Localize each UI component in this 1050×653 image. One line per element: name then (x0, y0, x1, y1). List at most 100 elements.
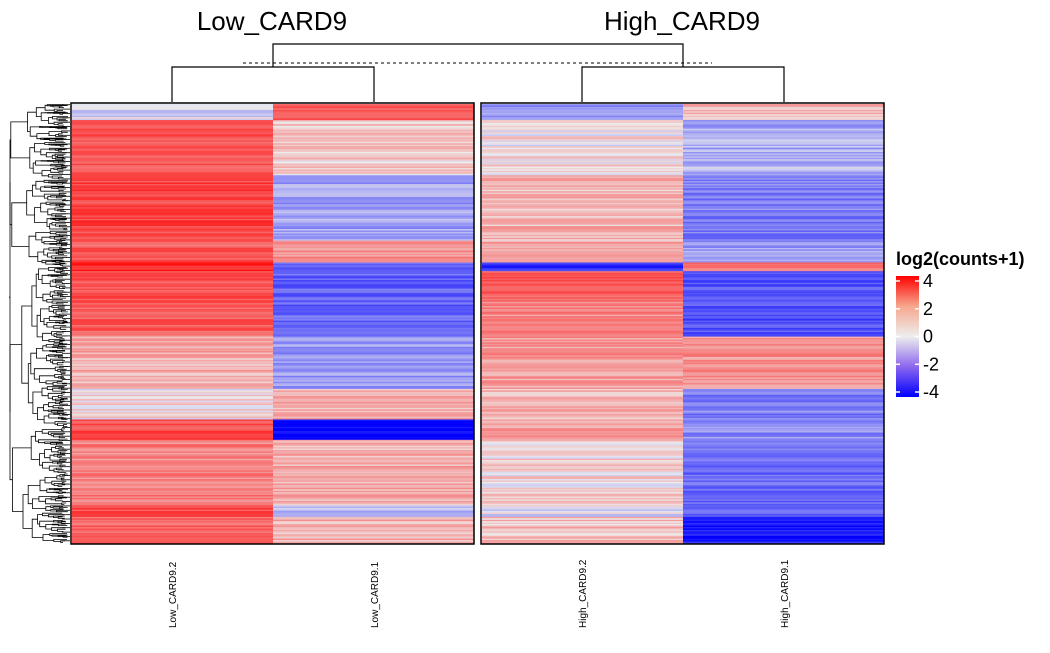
row-dendrogram-branch (60, 459, 67, 461)
row-dendrogram-branch (59, 106, 64, 107)
row-dendrogram-branch (54, 316, 64, 317)
column-label: Low_CARD9.1 (370, 561, 381, 628)
row-dendrogram-branch (64, 228, 68, 229)
row-dendrogram-branch (33, 163, 42, 173)
row-dendrogram-branch (40, 480, 47, 491)
row-dendrogram-branch (58, 411, 67, 413)
row-dendrogram-branch (55, 281, 63, 283)
row-dendrogram-branch (62, 503, 66, 505)
row-dendrogram-branch (34, 369, 55, 379)
row-dendrogram-branch (45, 477, 57, 483)
row-dendrogram-branch (43, 462, 53, 468)
column-label: Low_CARD9.2 (168, 561, 179, 628)
row-dendrogram-branch (56, 499, 63, 501)
row-dendrogram-branch (41, 113, 48, 121)
row-dendrogram-branch (60, 241, 68, 242)
row-dendrogram-branch (64, 425, 68, 427)
row-dendrogram-branch (57, 363, 63, 365)
row-dendrogram-branch (28, 485, 40, 503)
row-dendrogram-branch (61, 210, 66, 212)
row-dendrogram-branch (58, 124, 64, 126)
row-dendrogram-branch (58, 307, 64, 308)
column-label: High_CARD9.2 (578, 559, 589, 628)
row-dendrogram-branch (59, 119, 68, 120)
heatmap-cells (72, 104, 884, 544)
column-dendrogram-root (273, 44, 683, 67)
row-dendrogram-branch (59, 172, 64, 173)
row-dendrogram-branch (44, 416, 55, 423)
row-dendrogram-branch (58, 485, 65, 486)
legend-tick-label: -2 (923, 354, 939, 374)
row-dendrogram-branch (58, 529, 66, 531)
row-dendrogram-branch (27, 191, 35, 215)
row-dendrogram-branch (52, 524, 65, 525)
row-dendrogram-branch (54, 489, 68, 490)
row-dendrogram-branch (28, 112, 37, 131)
row-dendrogram-branch (59, 193, 66, 195)
row-dendrogram-branch (52, 347, 66, 348)
row-dendrogram-branch (61, 272, 68, 273)
row-dendrogram-branch (47, 322, 56, 327)
row-dendrogram-branch (30, 127, 39, 136)
row-dendrogram-branch (48, 403, 55, 407)
legend-tick-label: 4 (923, 271, 933, 291)
row-dendrogram-branch (36, 233, 50, 240)
legend-title: log2(counts+1) (896, 249, 1025, 269)
row-dendrogram-branch (58, 250, 67, 251)
row-dendrogram-branch (36, 108, 45, 117)
row-dendrogram-branch (40, 521, 54, 527)
row-dendrogram-branch (57, 476, 62, 479)
row-dendrogram (9, 105, 70, 543)
column-label: High_CARD9.1 (780, 559, 791, 628)
row-dendrogram-branch (60, 342, 64, 343)
row-dendrogram-branch (57, 268, 68, 269)
row-dendrogram-branch (36, 181, 44, 189)
row-dendrogram-branch (51, 276, 67, 277)
row-dendrogram-branch (44, 249, 49, 255)
row-dendrogram-branch (60, 507, 68, 508)
row-dendrogram-branch (52, 351, 64, 352)
row-dendrogram-branch (57, 111, 66, 113)
row-dendrogram-branch (57, 302, 68, 304)
row-dendrogram-branch (61, 310, 67, 312)
row-dendrogram-branch (56, 215, 67, 217)
column-dendrogram-low-branch (172, 67, 374, 102)
row-dendrogram-branch (42, 171, 51, 176)
row-dendrogram-branch (29, 236, 38, 257)
row-dendrogram-branch (30, 148, 35, 168)
row-dendrogram-branch (11, 122, 30, 158)
row-dendrogram-branch (41, 149, 50, 155)
row-dendrogram-branch (60, 403, 68, 405)
row-dendrogram-branch (48, 118, 54, 124)
row-dendrogram-branch (37, 348, 47, 358)
row-dendrogram-branch (46, 507, 51, 511)
row-dendrogram-branch (23, 495, 32, 529)
row-dendrogram-branch (37, 315, 43, 337)
row-dendrogram-branch (56, 468, 63, 470)
row-dendrogram-branch (52, 447, 58, 451)
row-dendrogram-branch (40, 309, 49, 322)
row-dendrogram-branch (42, 275, 50, 283)
group-title-low: Low_CARD9 (197, 6, 347, 36)
row-dendrogram-branch (59, 220, 67, 221)
row-dendrogram-branch (59, 407, 64, 408)
row-dendrogram-branch (22, 306, 32, 383)
row-dendrogram-branch (31, 353, 37, 374)
row-dendrogram-branch (57, 382, 66, 384)
row-dendrogram-branch (35, 144, 45, 152)
column-dendrogram (172, 44, 784, 102)
column-dendrogram-high-branch (582, 67, 784, 102)
row-dendrogram-branch (10, 345, 22, 480)
row-dendrogram-branch (50, 106, 66, 107)
legend-tick-label: 0 (923, 327, 933, 347)
color-legend: log2(counts+1) 420-2-4 (896, 249, 1025, 402)
row-dendrogram-branch (61, 377, 66, 378)
row-dendrogram-branch (56, 333, 63, 335)
row-dendrogram-branch (62, 159, 65, 161)
row-dendrogram-branch (39, 269, 49, 280)
row-dendrogram-branch (64, 320, 67, 321)
legend-tick-label: 2 (923, 299, 933, 319)
row-dendrogram-branch (40, 454, 45, 466)
row-dendrogram-branch (61, 429, 65, 430)
